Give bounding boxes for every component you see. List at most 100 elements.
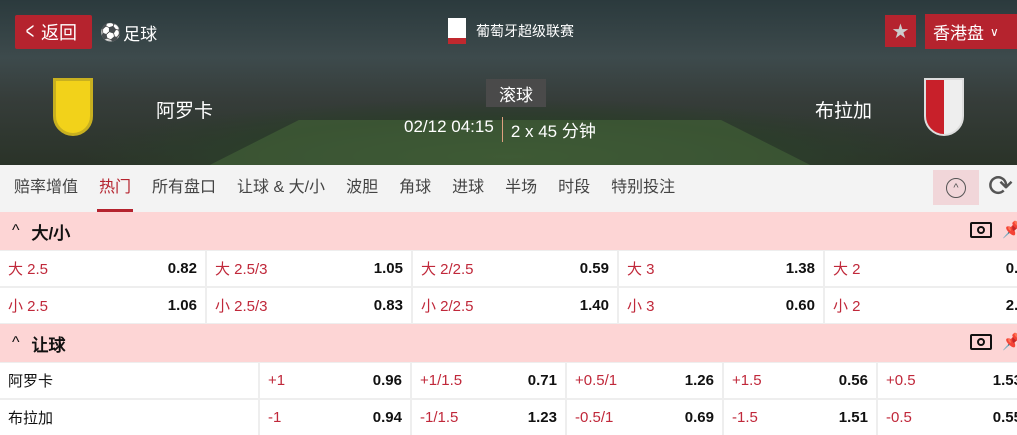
league-name: 葡萄牙超级联赛: [476, 23, 574, 39]
team-name: 阿罗卡: [8, 373, 54, 390]
line-label: 大 2/2.5: [421, 261, 474, 278]
odds-cell[interactable]: 小 2/2.5 1.40: [413, 288, 617, 323]
chevron-up-icon: ^: [12, 222, 20, 239]
chevron-down-icon: ∨: [990, 24, 999, 39]
pin-icon[interactable]: 📌: [1002, 222, 1017, 239]
odds-cell[interactable]: 大 3 1.38: [619, 251, 823, 286]
home-team-crest: [53, 78, 93, 136]
line-label: -0.5/1: [575, 409, 614, 426]
soccer-ball-icon: ⚽: [100, 22, 122, 42]
odds-cell[interactable]: 小 2 2.08: [825, 288, 1017, 323]
tab-2[interactable]: 所有盘口: [152, 179, 217, 196]
chevron-up-circle-icon: ^: [946, 177, 966, 198]
odds-cell[interactable]: -1/1.5 1.23: [412, 400, 565, 435]
team-label-cell: 阿罗卡: [0, 363, 258, 398]
tab-9[interactable]: 特别投注: [611, 179, 676, 196]
back-button[interactable]: < 返回: [15, 15, 92, 49]
odds-value: 0.83: [373, 297, 403, 314]
odds-value: 0.60: [785, 297, 815, 314]
odds-type-dropdown[interactable]: 香港盘 ∨: [925, 14, 1017, 49]
line-label: +0.5: [886, 372, 916, 389]
sport-label: 足球: [123, 25, 158, 44]
tab-0[interactable]: 赔率增值: [14, 179, 79, 196]
league-title: 葡萄牙超级联赛: [448, 18, 574, 44]
home-team-name: 阿罗卡: [156, 101, 214, 122]
odds-value: 0.36: [1005, 260, 1017, 277]
pin-icon[interactable]: 📌: [1002, 334, 1017, 351]
line-label: 小 2.5/3: [215, 298, 268, 315]
table-row: 阿罗卡 +1 0.96 +1/1.5 0.71 +0.5/1 1.26 +1.5 0.56 +0.…: [0, 363, 1017, 398]
odds-cell[interactable]: +1/1.5 0.71: [412, 363, 565, 398]
line-label: 大 2.5: [8, 261, 49, 278]
odds-cell[interactable]: -0.5 0.55: [878, 400, 1017, 435]
odds-cell[interactable]: +0.5 1.53: [878, 363, 1017, 398]
star-icon: ★: [891, 20, 910, 43]
odds-cell[interactable]: 大 2.5 0.82: [0, 251, 205, 286]
line-label: 小 2: [833, 298, 861, 315]
odds-cell[interactable]: 大 2/2.5 0.59: [413, 251, 617, 286]
league-logo-icon: [448, 18, 466, 44]
tab-4[interactable]: 波胆: [346, 179, 379, 196]
team-label-cell: 布拉加: [0, 400, 258, 435]
odds-cell[interactable]: 大 2.5/3 1.05: [207, 251, 411, 286]
match-datetime: 02/12 04:15: [404, 117, 494, 136]
collapse-all-button[interactable]: ^: [933, 170, 979, 205]
pitch-background: [180, 120, 840, 165]
tab-6[interactable]: 进球: [452, 179, 485, 196]
live-stream-icon[interactable]: [970, 334, 992, 350]
tab-8[interactable]: 时段: [558, 179, 591, 196]
match-header: < 返回 ⚽ 足球 葡萄牙超级联赛 ★ 香港盘 ∨ 阿罗卡 滚球 02/12 04:1…: [0, 0, 1017, 165]
odds-cell[interactable]: +1.5 0.56: [724, 363, 876, 398]
line-label: +1.5: [732, 372, 762, 389]
odds-value: 1.06: [167, 297, 197, 314]
odds-cell[interactable]: -1.5 1.51: [724, 400, 876, 435]
odds-cell[interactable]: 小 3 0.60: [619, 288, 823, 323]
line-label: -1.5: [732, 409, 758, 426]
line-label: 大 2.5/3: [215, 261, 268, 278]
odds-cell[interactable]: +1 0.96: [260, 363, 410, 398]
odds-value: 1.40: [579, 297, 609, 314]
line-label: 小 2.5: [8, 298, 49, 315]
odds-cell[interactable]: +0.5/1 1.26: [567, 363, 722, 398]
table-row: 小 2.5 1.06 小 2.5/3 0.83 小 2/2.5 1.40 小 3 0.60 小 …: [0, 288, 1017, 323]
odds-value: 1.38: [785, 260, 815, 277]
favorite-star-button[interactable]: ★: [885, 15, 916, 47]
tab-1[interactable]: 热门: [97, 165, 134, 212]
odds-value: 1.05: [373, 260, 403, 277]
line-label: 小 3: [627, 298, 655, 315]
live-status-badge: 滚球: [486, 79, 546, 107]
sport-link[interactable]: ⚽ 足球: [100, 20, 157, 45]
team-name: 布拉加: [8, 410, 54, 427]
section-title: 让球: [31, 335, 66, 355]
line-label: 小 2/2.5: [421, 298, 474, 315]
odds-cell[interactable]: -1 0.94: [260, 400, 410, 435]
line-label: -0.5: [886, 409, 912, 426]
match-time: 02/12 04:15 2 x 45 分钟: [404, 117, 596, 142]
chevron-up-icon: ^: [12, 334, 20, 351]
tab-3[interactable]: 让球 & 大/小: [237, 179, 326, 196]
odds-value: 0.56: [838, 372, 868, 389]
odds-cell[interactable]: 小 2.5/3 0.83: [207, 288, 411, 323]
odds-value: 1.51: [838, 409, 868, 426]
market-tabs: 赔率增值 热门 所有盘口 让球 & 大/小 波胆 角球 进球 半场 时段 特别投注: [0, 165, 1017, 212]
line-label: -1: [268, 409, 282, 426]
tab-5[interactable]: 角球: [399, 179, 432, 196]
tab-7[interactable]: 半场: [505, 179, 538, 196]
odds-value: 0.71: [527, 372, 557, 389]
odds-value: 0.55: [992, 409, 1017, 426]
live-stream-icon[interactable]: [970, 222, 992, 238]
chevron-left-icon: <: [25, 18, 35, 45]
table-row: 大 2.5 0.82 大 2.5/3 1.05 大 2/2.5 0.59 大 3 1.38 大 …: [0, 251, 1017, 286]
refresh-button[interactable]: ⟳: [988, 170, 1014, 203]
section-handicap[interactable]: ^ 让球 📌: [0, 324, 1017, 362]
odds-value: 0.59: [579, 260, 609, 277]
back-label: 返回: [41, 23, 78, 43]
section-title: 大/小: [31, 223, 71, 243]
odds-type-label: 香港盘: [933, 24, 984, 43]
away-team-name: 布拉加: [815, 101, 873, 122]
odds-cell[interactable]: -0.5/1 0.69: [567, 400, 722, 435]
odds-value: 0.82: [167, 260, 197, 277]
odds-cell[interactable]: 小 2.5 1.06: [0, 288, 205, 323]
odds-cell[interactable]: 大 2 0.36: [825, 251, 1017, 286]
section-over-under[interactable]: ^ 大/小 📌: [0, 212, 1017, 250]
